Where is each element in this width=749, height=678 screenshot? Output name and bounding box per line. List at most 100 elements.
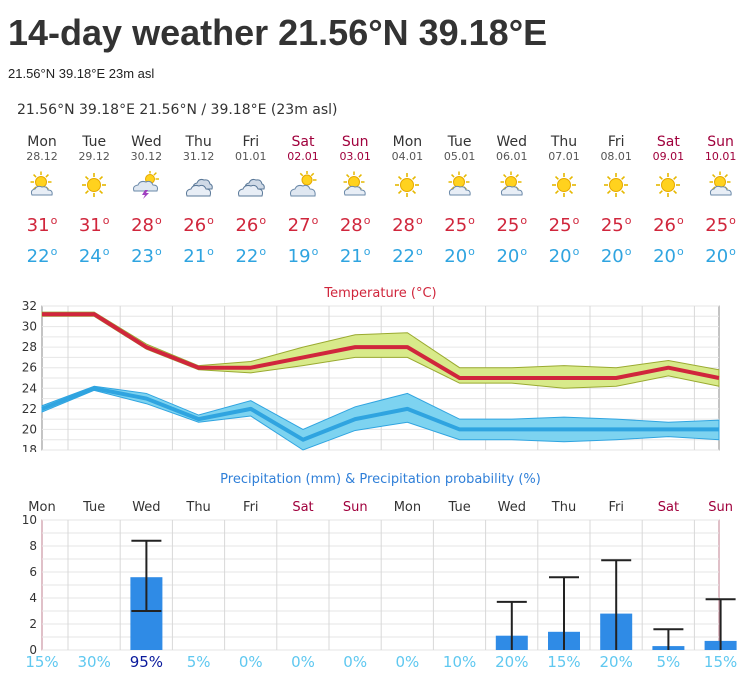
day-name: Sun bbox=[341, 134, 369, 150]
precipitation-probability: 15% bbox=[547, 653, 580, 671]
day-column: Sat 02.01 27o 19o bbox=[277, 134, 329, 274]
precipitation-probability: 0% bbox=[239, 653, 263, 671]
day-column: Fri 08.01 25o 20o bbox=[590, 134, 642, 274]
day-date: 30.12 bbox=[130, 150, 163, 163]
x-tick-label: Tue bbox=[447, 500, 470, 515]
min-temperature: 20o bbox=[444, 245, 475, 267]
precipitation-probability: 95% bbox=[130, 653, 163, 671]
day-column: Tue 05.01 25o 20o bbox=[434, 134, 486, 274]
x-tick-label: Thu bbox=[185, 500, 210, 515]
precipitation-chart-title: Precipitation (mm) & Precipitation proba… bbox=[220, 472, 541, 487]
min-temperature-line bbox=[41, 386, 719, 442]
day-date: 10.01 bbox=[704, 150, 737, 163]
precipitation-probability: 0% bbox=[343, 653, 367, 671]
precipitation-probability: 30% bbox=[78, 653, 111, 671]
sun-icon bbox=[654, 171, 682, 199]
max-temperature: 26o bbox=[235, 214, 267, 236]
max-temperature: 28o bbox=[131, 214, 162, 236]
max-temperature: 25o bbox=[444, 214, 475, 236]
precipitation-probability: 15% bbox=[25, 653, 58, 671]
sun-icon bbox=[550, 171, 578, 199]
location-line: 21.56°N 39.18°E 21.56°N / 39.18°E (23m a… bbox=[17, 102, 338, 118]
day-name: Mon bbox=[27, 134, 57, 150]
sun-icon bbox=[393, 171, 421, 199]
min-temperature: 21o bbox=[183, 245, 214, 267]
max-temperature: 25o bbox=[705, 214, 736, 236]
day-name: Fri bbox=[242, 134, 260, 150]
day-date: 08.01 bbox=[600, 150, 632, 163]
day-name: Mon bbox=[392, 134, 423, 150]
precipitation-probability: 20% bbox=[495, 653, 528, 671]
precipitation-probability: 20% bbox=[600, 653, 633, 671]
day-date: 01.01 bbox=[235, 150, 267, 163]
x-tick-label: Tue bbox=[82, 500, 105, 515]
precipitation-probability: 15% bbox=[704, 653, 737, 671]
day-column: Thu 31.12 26o 21o bbox=[173, 134, 225, 274]
min-temperature: 20o bbox=[548, 245, 580, 267]
day-date: 09.01 bbox=[652, 150, 685, 163]
min-temperature: 22o bbox=[26, 245, 58, 267]
day-date: 05.01 bbox=[443, 150, 476, 163]
day-name: Thu bbox=[550, 134, 578, 150]
day-date: 04.01 bbox=[391, 150, 424, 163]
min-temperature: 23o bbox=[131, 245, 162, 267]
day-name: Tue bbox=[447, 134, 472, 150]
min-temperature: 22o bbox=[235, 245, 267, 267]
max-temperature: 28o bbox=[339, 214, 371, 236]
x-tick-label: Sun bbox=[343, 500, 368, 515]
cloud-sun-icon bbox=[289, 170, 317, 199]
min-temperature: 24o bbox=[78, 245, 110, 267]
max-temperature: 25o bbox=[548, 214, 580, 236]
x-tick-label: Thu bbox=[551, 500, 576, 515]
sun-cloud-icon bbox=[498, 171, 526, 199]
max-temperature: 26o bbox=[653, 214, 684, 236]
y-tick-label: 6 bbox=[29, 565, 37, 579]
max-temperature-line bbox=[42, 312, 720, 380]
x-tick-label: Wed bbox=[498, 500, 526, 515]
max-temperature: 31o bbox=[26, 214, 58, 236]
y-tick-label: 8 bbox=[29, 539, 37, 553]
day-date: 02.01 bbox=[287, 150, 319, 163]
day-column: Sat 09.01 26o 20o bbox=[642, 134, 694, 274]
day-date: 06.01 bbox=[496, 150, 528, 163]
x-tick-label: Fri bbox=[243, 500, 259, 515]
x-tick-label: Sun bbox=[708, 500, 733, 515]
precipitation-chart: Precipitation (mm) & Precipitation proba… bbox=[22, 472, 738, 671]
y-tick-label: 32 bbox=[22, 299, 37, 313]
sun-cloud-icon bbox=[446, 171, 474, 199]
precipitation-probability: 10% bbox=[443, 653, 476, 671]
sun-cloud-icon bbox=[707, 171, 735, 199]
precipitation-probability: 5% bbox=[187, 653, 211, 671]
precipitation-probability: 0% bbox=[291, 653, 315, 671]
y-tick-label: 4 bbox=[29, 591, 37, 605]
max-temperature: 26o bbox=[183, 214, 214, 236]
sun-cloud-icon bbox=[341, 171, 369, 199]
y-tick-label: 24 bbox=[22, 381, 37, 395]
day-date: 29.12 bbox=[78, 150, 110, 163]
y-tick-label: 22 bbox=[22, 402, 37, 416]
min-temperature: 22o bbox=[392, 245, 423, 267]
sun-icon bbox=[602, 171, 630, 199]
day-column: Sun 10.01 25o 20o bbox=[695, 134, 747, 274]
cloud-icon bbox=[185, 171, 213, 199]
precipitation-probability: 5% bbox=[657, 653, 681, 671]
min-temperature: 20o bbox=[600, 245, 632, 267]
sun-cloud-icon bbox=[28, 171, 56, 199]
y-tick-label: 26 bbox=[22, 361, 37, 375]
day-date: 31.12 bbox=[182, 150, 215, 163]
x-tick-label: Sat bbox=[292, 500, 313, 515]
y-tick-label: 28 bbox=[22, 340, 37, 354]
min-temperature: 19o bbox=[287, 245, 319, 267]
y-tick-label: 2 bbox=[29, 617, 37, 631]
y-tick-label: 10 bbox=[22, 513, 37, 527]
day-name: Sat bbox=[291, 134, 315, 150]
day-name: Thu bbox=[185, 134, 212, 150]
day-date: 28.12 bbox=[26, 150, 58, 163]
y-tick-label: 18 bbox=[22, 443, 37, 452]
precipitation-probability: 0% bbox=[396, 653, 420, 671]
max-temperature: 27o bbox=[287, 214, 319, 236]
page-subtitle: 21.56°N 39.18°E 23m asl bbox=[8, 66, 155, 81]
day-column: Tue 29.12 31o 24o bbox=[68, 134, 120, 274]
temperature-chart: Temperature (°C) 18 20 22 24 26 28 30 32 bbox=[22, 286, 720, 452]
max-temperature: 28o bbox=[392, 214, 423, 236]
